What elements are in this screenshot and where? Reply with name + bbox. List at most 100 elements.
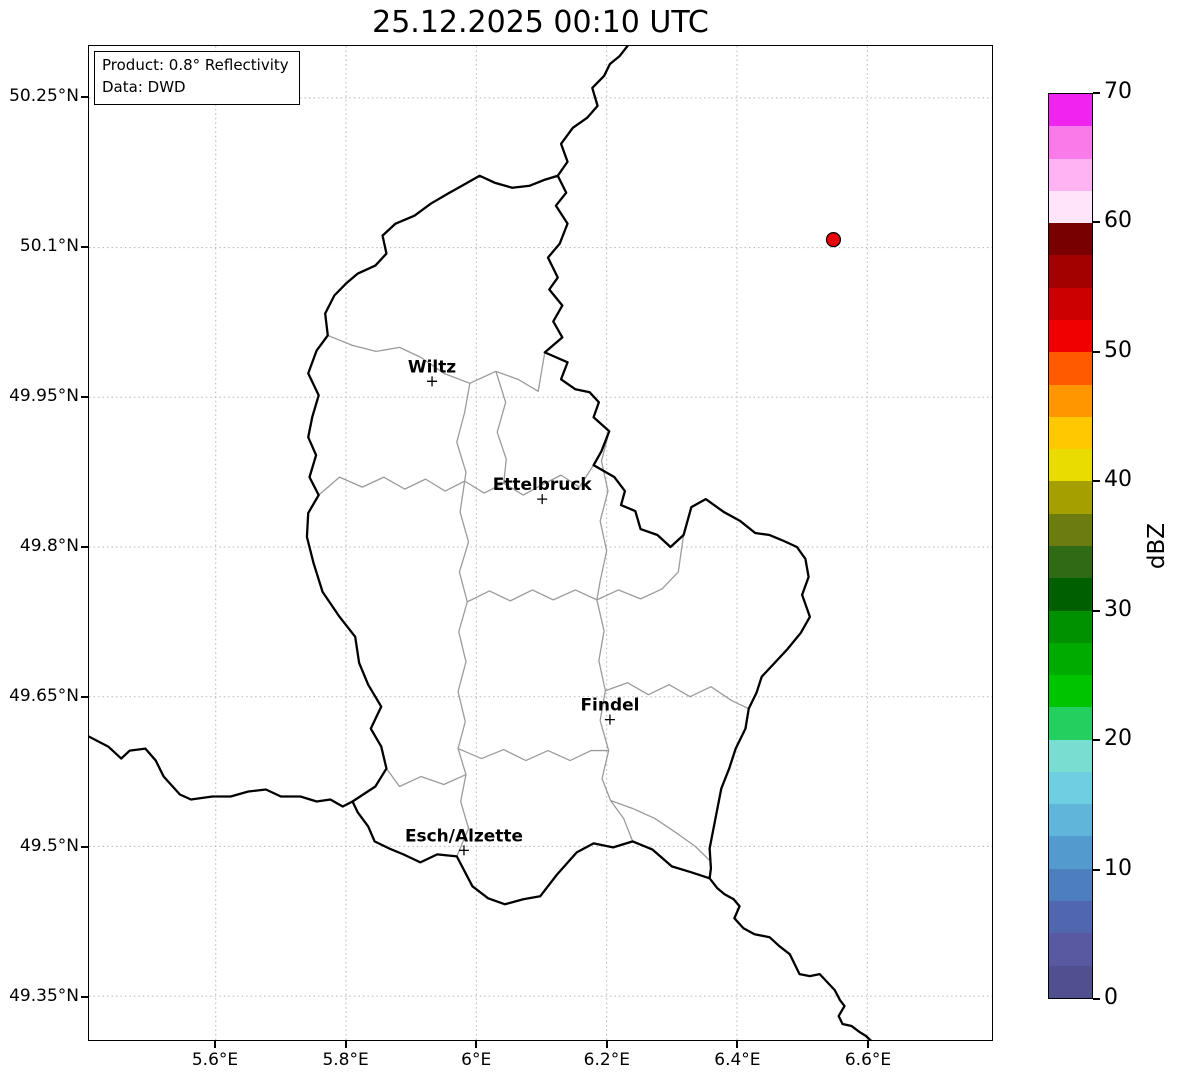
lon-tick-label: 5.6°E: [191, 1050, 239, 1070]
colorbar-segment: [1049, 771, 1092, 805]
data-source-line: Data: DWD: [102, 77, 186, 96]
radar-marker-layer: [825, 232, 842, 248]
colorbar-segment: [1049, 255, 1092, 288]
canton-border: [466, 534, 685, 603]
lon-tick: [605, 1041, 608, 1048]
belgium-germany-border: [556, 46, 629, 177]
city-marker: [427, 376, 438, 387]
colorbar-segment: [1049, 965, 1092, 998]
lon-tick-label: 5.8°E: [322, 1050, 369, 1070]
lon-tick: [736, 1041, 739, 1048]
colorbar-segment: [1049, 804, 1092, 837]
lon-tick-label: 6.6°E: [844, 1050, 892, 1070]
lat-tick: [81, 996, 88, 998]
colorbar-tick: [1093, 350, 1100, 353]
radar-site-dot: [825, 232, 842, 248]
figure-title: 25.12.2025 00:10 UTC: [372, 5, 709, 40]
colorbar: [1048, 93, 1093, 999]
colorbar-tick: [1093, 221, 1100, 224]
colorbar-segment: [1049, 578, 1092, 611]
lat-tick-label: 49.8°N: [19, 536, 79, 556]
colorbar-tick-label: 30: [1104, 596, 1132, 622]
colorbar-segment: [1049, 319, 1092, 353]
colorbar-tick: [1093, 998, 1100, 1000]
colorbar-segment: [1049, 836, 1092, 869]
colorbar-tick-label: 0: [1104, 985, 1118, 1010]
canton-border: [605, 682, 750, 710]
city-marker: [604, 714, 615, 725]
city-label: Wiltz: [408, 356, 456, 376]
lon-tick: [475, 1041, 478, 1048]
city-layer: Wiltz Ettelbruck Findel Esch/Alzette: [405, 356, 639, 856]
colorbar-tick: [1093, 92, 1100, 94]
colorbar-segment: [1049, 739, 1092, 772]
colorbar-segment: [1049, 707, 1092, 740]
colorbar-segment: [1049, 481, 1092, 514]
product-info-box: Product: 0.8° Reflectivity Data: DWD: [94, 51, 300, 105]
lat-tick: [81, 546, 88, 548]
colorbar-segment: [1049, 675, 1092, 708]
lat-tick: [81, 96, 88, 98]
france-belgium-border: [89, 735, 354, 808]
luxembourg-border: [305, 174, 812, 906]
lat-tick-label: 49.35°N: [9, 986, 79, 1006]
colorbar-tick: [1093, 739, 1100, 742]
colorbar-segment: [1049, 94, 1092, 127]
colorbar-segment: [1049, 642, 1092, 676]
canton-border: [457, 747, 609, 762]
colorbar-segment: [1049, 126, 1092, 159]
canton-border-layer: [318, 334, 750, 861]
lon-tick: [867, 1041, 869, 1048]
city-marker: [537, 494, 548, 505]
colorbar-segment: [1049, 190, 1092, 224]
france-germany-border: [708, 877, 872, 1040]
lon-tick-label: 6.4°E: [714, 1050, 761, 1070]
lat-tick-label: 49.95°N: [9, 386, 79, 406]
lon-tick-label: 6.2°E: [583, 1050, 630, 1070]
lat-tick-label: 49.65°N: [9, 686, 79, 706]
lon-tick: [214, 1041, 216, 1048]
colorbar-segment: [1049, 933, 1092, 966]
colorbar-tick: [1093, 480, 1100, 483]
colorbar-tick-label: 10: [1104, 855, 1132, 881]
lat-tick-label: 50.25°N: [9, 86, 79, 106]
gridline-layer: [89, 46, 992, 1040]
colorbar-tick: [1093, 868, 1100, 871]
lat-tick: [81, 396, 88, 398]
canton-border: [495, 371, 507, 484]
lat-tick: [81, 846, 88, 848]
map-plot: Wiltz Ettelbruck Findel Esch/Alzette Produc…: [88, 45, 993, 1041]
colorbar-segment: [1049, 868, 1092, 902]
lat-tick-label: 50.1°N: [19, 236, 79, 256]
colorbar-segment: [1049, 901, 1092, 934]
map-canvas: Wiltz Ettelbruck Findel Esch/Alzette: [89, 46, 992, 1040]
canton-border: [456, 383, 471, 857]
city-label: Findel: [580, 695, 639, 715]
colorbar-tick-label: 50: [1104, 337, 1132, 363]
colorbar-segment: [1049, 384, 1092, 417]
canton-border: [596, 431, 634, 842]
colorbar-segment: [1049, 287, 1092, 320]
colorbar-segment: [1049, 610, 1092, 643]
colorbar-segment: [1049, 513, 1092, 546]
city-label: Esch/Alzette: [405, 825, 523, 845]
canton-border: [610, 799, 711, 861]
colorbar-segment: [1049, 416, 1092, 450]
colorbar-segment: [1049, 545, 1092, 579]
lat-tick-label: 49.5°N: [19, 836, 79, 856]
city-marker: [458, 845, 469, 856]
canton-border: [385, 768, 467, 788]
city-label: Ettelbruck: [493, 474, 593, 494]
national-border-layer: [89, 46, 872, 1040]
colorbar-segment: [1049, 352, 1092, 385]
colorbar-segment: [1049, 449, 1092, 482]
colorbar-tick: [1093, 609, 1100, 612]
product-line: Product: 0.8° Reflectivity: [102, 56, 289, 74]
colorbar-tick-label: 40: [1104, 467, 1132, 493]
colorbar-tick-label: 60: [1104, 208, 1132, 234]
lat-tick: [81, 246, 88, 248]
colorbar-segment: [1049, 158, 1092, 191]
colorbar-segment: [1049, 223, 1092, 256]
lat-tick: [81, 696, 88, 698]
